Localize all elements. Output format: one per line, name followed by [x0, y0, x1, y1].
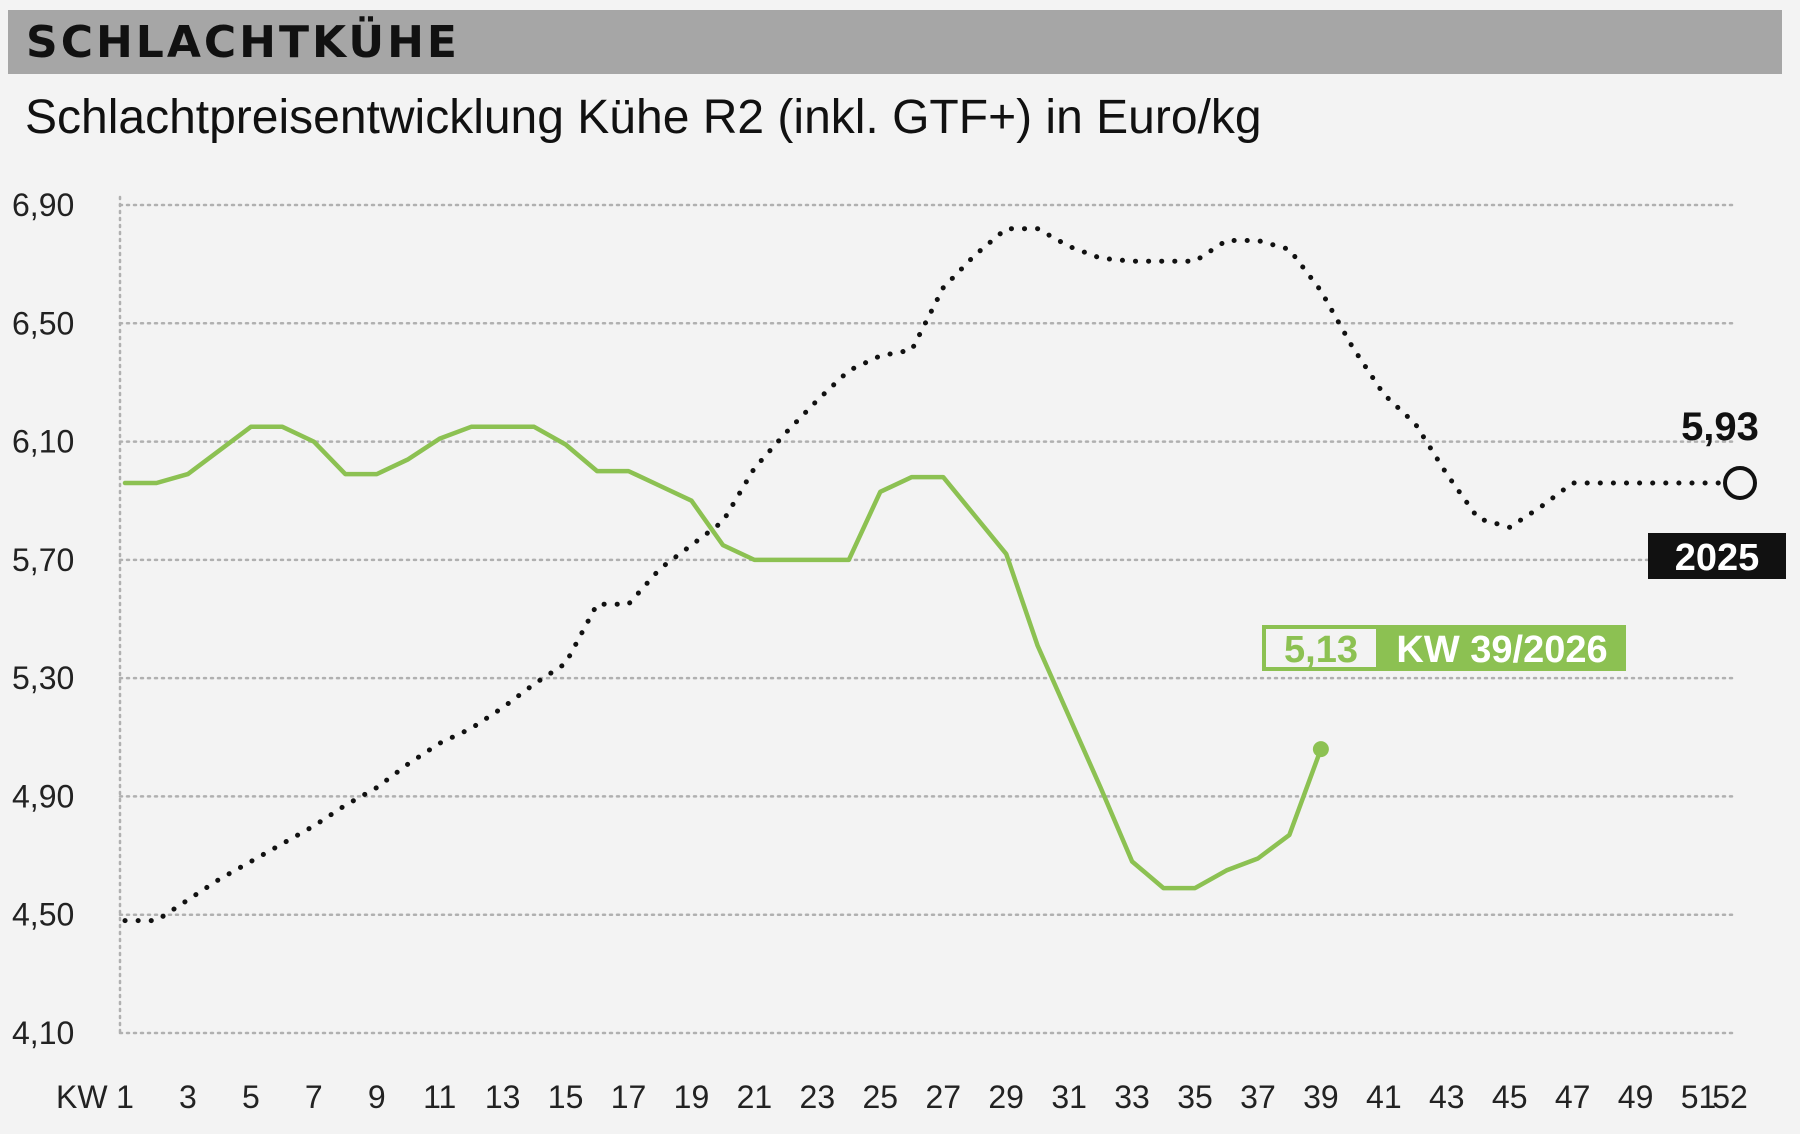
x-tick-label: 43 [1429, 1079, 1465, 1115]
year-badge [1648, 533, 1786, 579]
x-tick-label: 3 [179, 1079, 197, 1115]
current-end-point [1312, 741, 1329, 758]
current-value-label: 5,13 [1284, 629, 1358, 671]
x-tick-label: 27 [925, 1079, 961, 1115]
x-tick-label: 35 [1177, 1079, 1213, 1115]
x-tick-label: 47 [1555, 1079, 1591, 1115]
x-tick-label: 51 [1681, 1079, 1717, 1115]
x-tick-label: 13 [485, 1079, 521, 1115]
x-tick-label: 7 [305, 1079, 323, 1115]
x-tick-label: 39 [1303, 1079, 1339, 1115]
x-tick-label: 1 [116, 1079, 134, 1115]
x-tick-label: 49 [1618, 1079, 1654, 1115]
x-tick-label: 5 [242, 1079, 260, 1115]
year-badge-label: 2025 [1675, 537, 1760, 579]
x-tick-label: 21 [737, 1079, 773, 1115]
header-title: SCHLACHTKÜHE [26, 17, 460, 68]
y-tick-label: 4,90 [12, 778, 74, 814]
x-tick-label: 41 [1366, 1079, 1402, 1115]
x-tick-label: 52 [1712, 1079, 1748, 1115]
y-tick-label: 6,50 [12, 305, 74, 341]
y-tick-label: 4,50 [12, 897, 74, 933]
series-line-2025 [122, 226, 1733, 924]
x-tick-label: 9 [368, 1079, 386, 1115]
y-tick-label: 6,10 [12, 424, 74, 460]
prior-end-value: 5,93 [1681, 405, 1759, 449]
x-tick-label: 33 [1114, 1079, 1150, 1115]
chart-subtitle: Schlachtpreisentwicklung Kühe R2 (inkl. … [25, 91, 1262, 144]
header-bar: SCHLACHTKÜHE [8, 10, 1782, 74]
x-tick-label: 19 [674, 1079, 710, 1115]
y-tick-label: 4,10 [12, 1015, 74, 1051]
y-tick-label: 5,70 [12, 542, 74, 578]
x-axis-label: KW [56, 1079, 108, 1115]
x-tick-label: 23 [800, 1079, 836, 1115]
x-tick-label: 11 [423, 1079, 456, 1115]
y-tick-label: 5,30 [12, 660, 74, 696]
current-value-badge [1262, 625, 1380, 671]
x-tick-label: 31 [1051, 1079, 1087, 1115]
current-week-badge [1378, 625, 1626, 671]
x-tick-label: 29 [988, 1079, 1024, 1115]
current-week-label: KW 39/2026 [1396, 629, 1607, 671]
x-tick-label: 45 [1492, 1079, 1528, 1115]
grid-layer [118, 195, 1737, 1035]
annotation-layer: 5,93 2025 5,13 KW 39/2026 [1262, 405, 1786, 671]
x-tick-label: 25 [862, 1079, 898, 1115]
x-tick-label: 37 [1240, 1079, 1276, 1115]
x-tick-label: 15 [548, 1079, 584, 1115]
series-line-2026 [122, 424, 1324, 891]
prior-end-point [1723, 465, 1757, 500]
series-layer [122, 226, 1757, 924]
y-tick-label: 6,90 [12, 187, 74, 223]
x-tick-label: 17 [611, 1079, 647, 1115]
